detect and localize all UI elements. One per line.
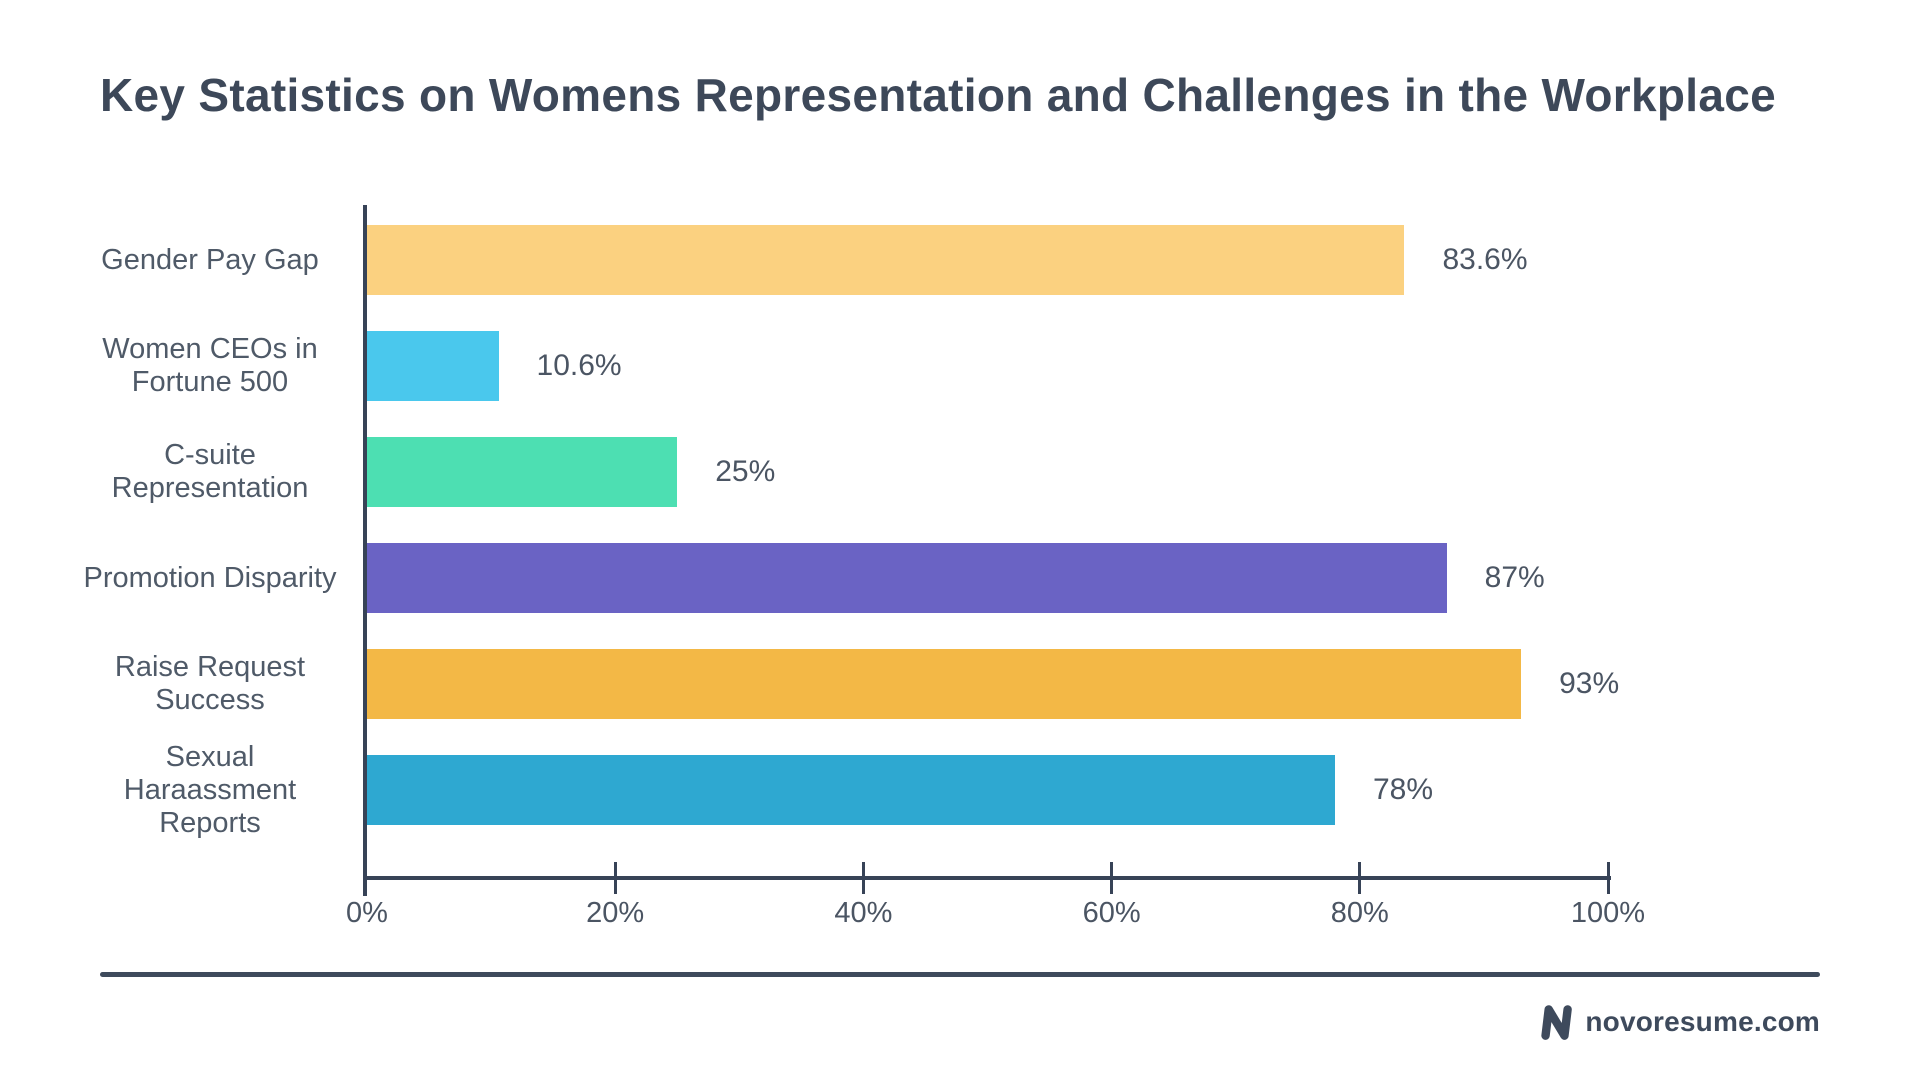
- bar-sexual-haraassment-reports: [367, 755, 1335, 825]
- category-label-women-ceos-in-fortune-500: Women CEOs in Fortune 500: [102, 333, 318, 398]
- bar-raise-request-success: [367, 649, 1522, 719]
- x-tick-label: 40%: [834, 897, 893, 929]
- bar-promotion-disparity: [367, 543, 1447, 613]
- plot-area: 83.6% 10.6% 25% 87% 93% 78%: [363, 205, 1619, 896]
- y-axis-line: [363, 205, 367, 896]
- x-tick-label: 0%: [346, 897, 388, 929]
- novoresume-n-icon: [1541, 1005, 1573, 1040]
- category-labels: Gender Pay Gap Women CEOs in Fortune 500 C-…: [68, 205, 352, 878]
- x-tick-mark: [861, 862, 865, 894]
- chart-title: Key Statistics on Womens Representation …: [100, 69, 1776, 121]
- category-label-sexual-haraassment-reports: Sexual Haraassment Reports: [123, 740, 297, 839]
- x-tick-label: 60%: [1082, 897, 1141, 929]
- bar-c-suite-representation: [367, 437, 678, 507]
- value-label-promotion-disparity: 87%: [1484, 561, 1545, 594]
- x-tick-label: 100%: [1570, 897, 1646, 929]
- footer-divider: [100, 972, 1820, 977]
- category-label-promotion-disparity: Promotion Disparity: [83, 561, 337, 594]
- bar-gender-pay-gap: [367, 225, 1405, 295]
- category-label-c-suite-representation: C-suite Representation: [111, 439, 309, 504]
- value-label-women-ceos-in-fortune-500: 10.6%: [536, 349, 622, 382]
- x-tick-mark: [1606, 862, 1610, 894]
- x-tick-mark: [613, 862, 617, 894]
- x-tick-labels: 0% 20% 40% 60% 80% 100%: [346, 897, 1645, 939]
- x-tick-mark: [1110, 862, 1114, 894]
- value-label-raise-request-success: 93%: [1559, 667, 1620, 700]
- x-tick-label: 20%: [586, 897, 645, 929]
- x-tick-mark: [1358, 862, 1362, 894]
- value-label-c-suite-representation: 25%: [715, 455, 776, 488]
- value-label-gender-pay-gap: 83.6%: [1442, 243, 1528, 276]
- value-label-sexual-haraassment-reports: 78%: [1372, 773, 1434, 806]
- x-tick-label: 80%: [1330, 897, 1389, 929]
- bar-women-ceos-in-fortune-500: [367, 331, 499, 401]
- x-axis-line: [363, 876, 1611, 880]
- brand-footer: novoresume.com: [1534, 1000, 1820, 1044]
- category-label-raise-request-success: Raise Request Success: [114, 651, 306, 716]
- brand-text: novoresume.com: [1585, 1006, 1820, 1037]
- category-label-gender-pay-gap: Gender Pay Gap: [101, 243, 319, 276]
